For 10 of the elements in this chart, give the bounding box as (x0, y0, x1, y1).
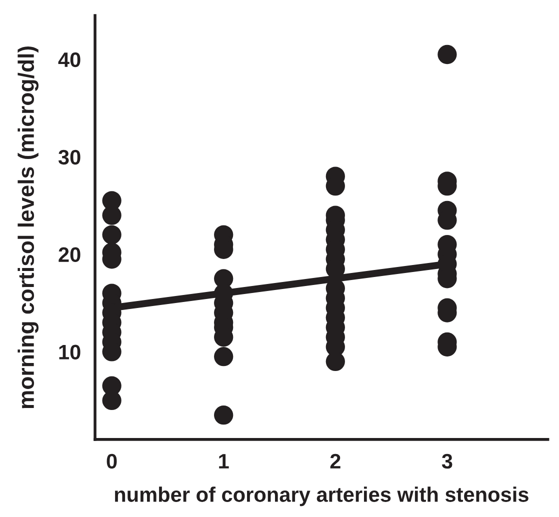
y-tick-label: 10 (59, 344, 80, 360)
x-tick-label: 1 (219, 454, 229, 468)
y-axis-title: morning cortisol levels (microg/dl) (18, 46, 39, 408)
y-tick-label: 30 (58, 150, 80, 165)
y-tick-label: 40 (58, 52, 80, 68)
x-tick-label: 3 (442, 454, 452, 469)
x-axis-title: number of coronary arteries with stenosis (115, 486, 528, 506)
x-tick-label: 2 (330, 454, 340, 468)
x-tick-label: 0 (106, 454, 117, 469)
y-tick-label: 20 (58, 247, 80, 262)
